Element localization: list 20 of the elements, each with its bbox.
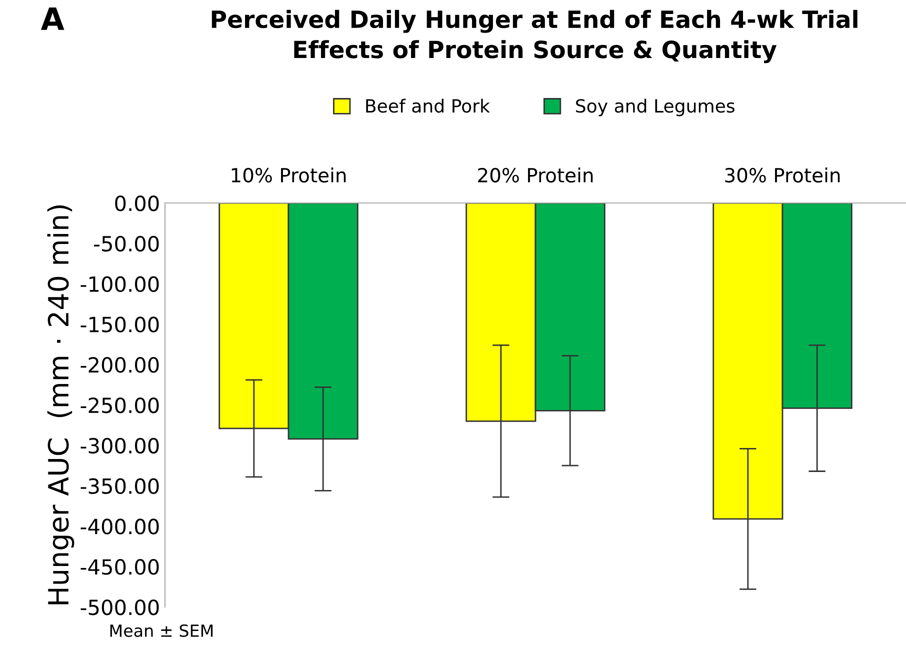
- y-tick-label: -450.00: [80, 559, 159, 575]
- y-tick-label: -500.00: [80, 599, 159, 616]
- text: A: [40, 8, 64, 30]
- y-tick-label: -200.00: [80, 357, 159, 373]
- y-tick-label: -150.00: [80, 316, 159, 332]
- y-tick-label: -400.00: [80, 518, 159, 534]
- text: Mean ± SEM: [110, 624, 213, 637]
- x-tick-label: 20% Protein: [478, 168, 593, 183]
- y-tick-label: 0.00: [115, 195, 159, 212]
- legend-label: Beef and Pork: [366, 98, 490, 113]
- y-axis-title: Hunger AUC (mm · 240 min): [47, 205, 74, 604]
- x-tick-label: 10% Protein: [232, 168, 346, 183]
- y-tick-label: -350.00: [80, 478, 159, 494]
- y-tick-label: -50.00: [94, 236, 159, 252]
- legend-label: Soy and Legumes: [576, 98, 734, 116]
- y-tick-label: -300.00: [80, 438, 159, 454]
- x-tick-label: 30% Protein: [725, 168, 840, 183]
- y-tick-label: -100.00: [80, 276, 159, 292]
- y-tick-label: -250.00: [80, 397, 159, 414]
- chart-title: Perceived Daily Hunger at End of Each 4-wk Trial Effects of Protein Source & Quantity: [212, 10, 858, 64]
